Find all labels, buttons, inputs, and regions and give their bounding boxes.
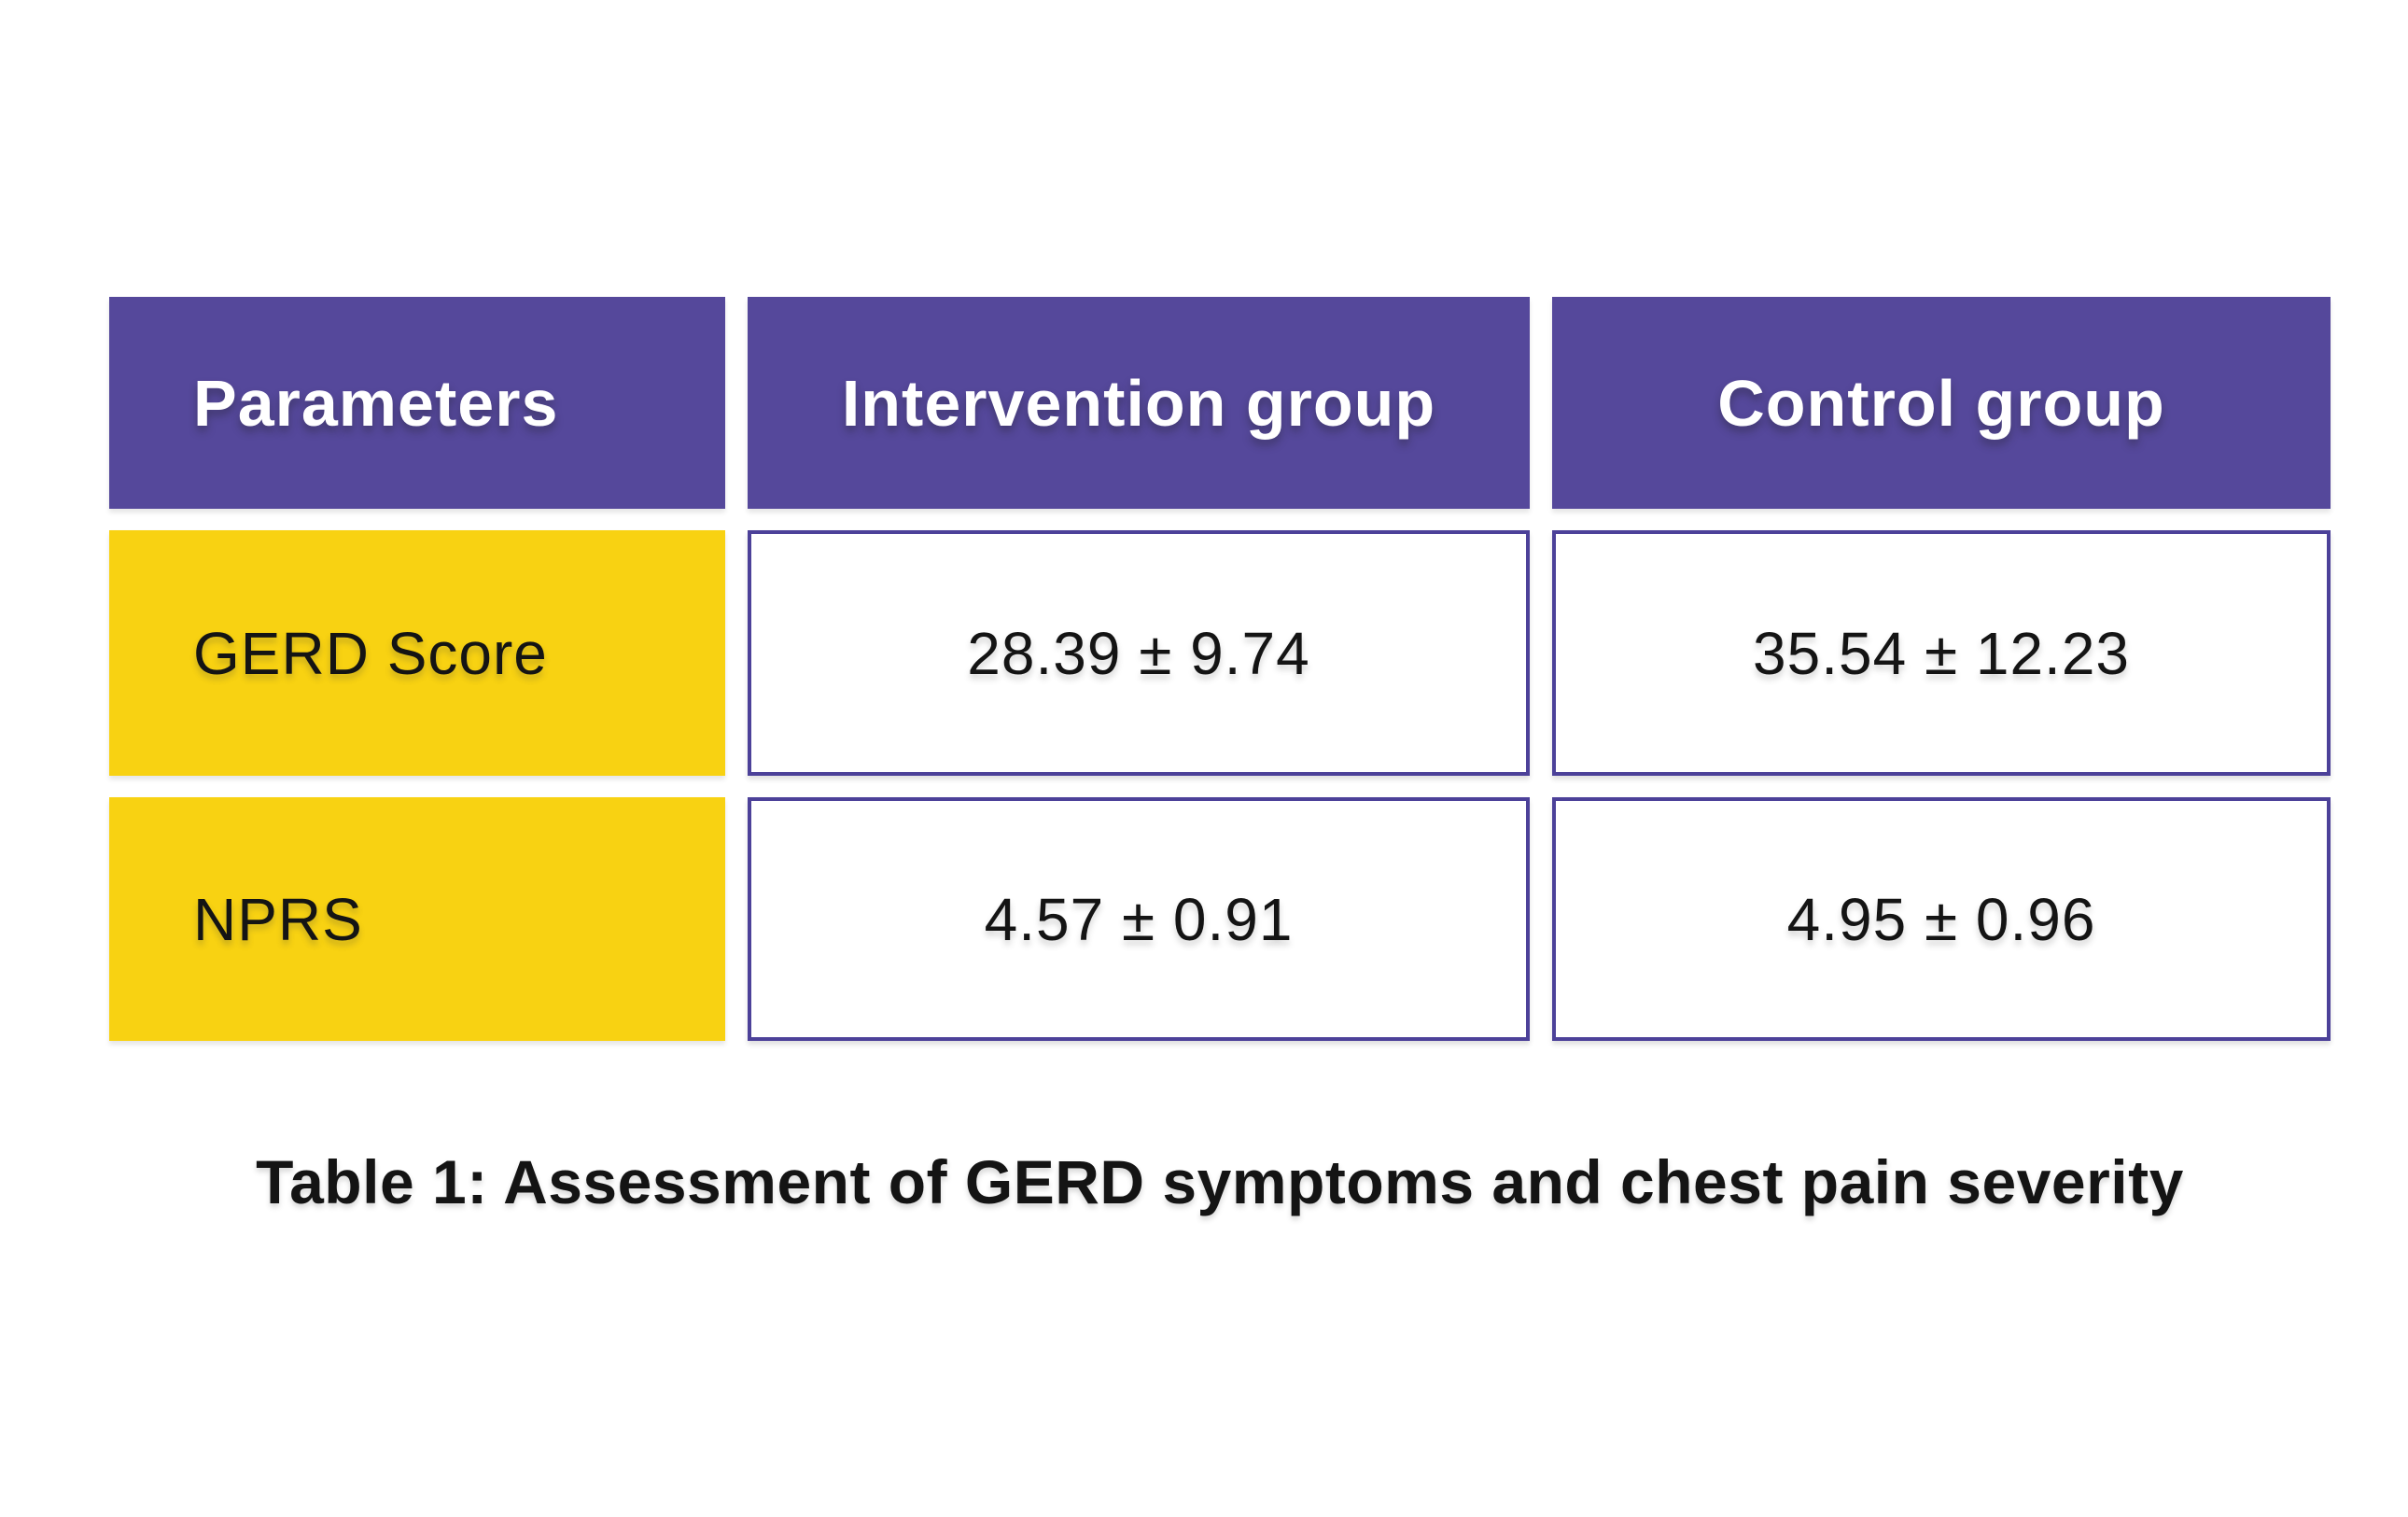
table-caption: Table 1: Assessment of GERD symptoms and… [256,1147,2184,1216]
column-header-intervention-group: Intervention group [748,297,1530,509]
column-header-control-group: Control group [1552,297,2331,509]
assessment-table: Parameters Intervention group Control gr… [109,297,2331,1041]
row-label-gerd-score: GERD Score [109,530,725,776]
value-gerd-score-control: 35.54 ± 12.23 [1552,530,2331,776]
value-nprs-intervention: 4.57 ± 0.91 [748,797,1530,1041]
value-nprs-control: 4.95 ± 0.96 [1552,797,2331,1041]
row-label-nprs: NPRS [109,797,725,1041]
column-header-parameters: Parameters [109,297,725,509]
value-gerd-score-intervention: 28.39 ± 9.74 [748,530,1530,776]
